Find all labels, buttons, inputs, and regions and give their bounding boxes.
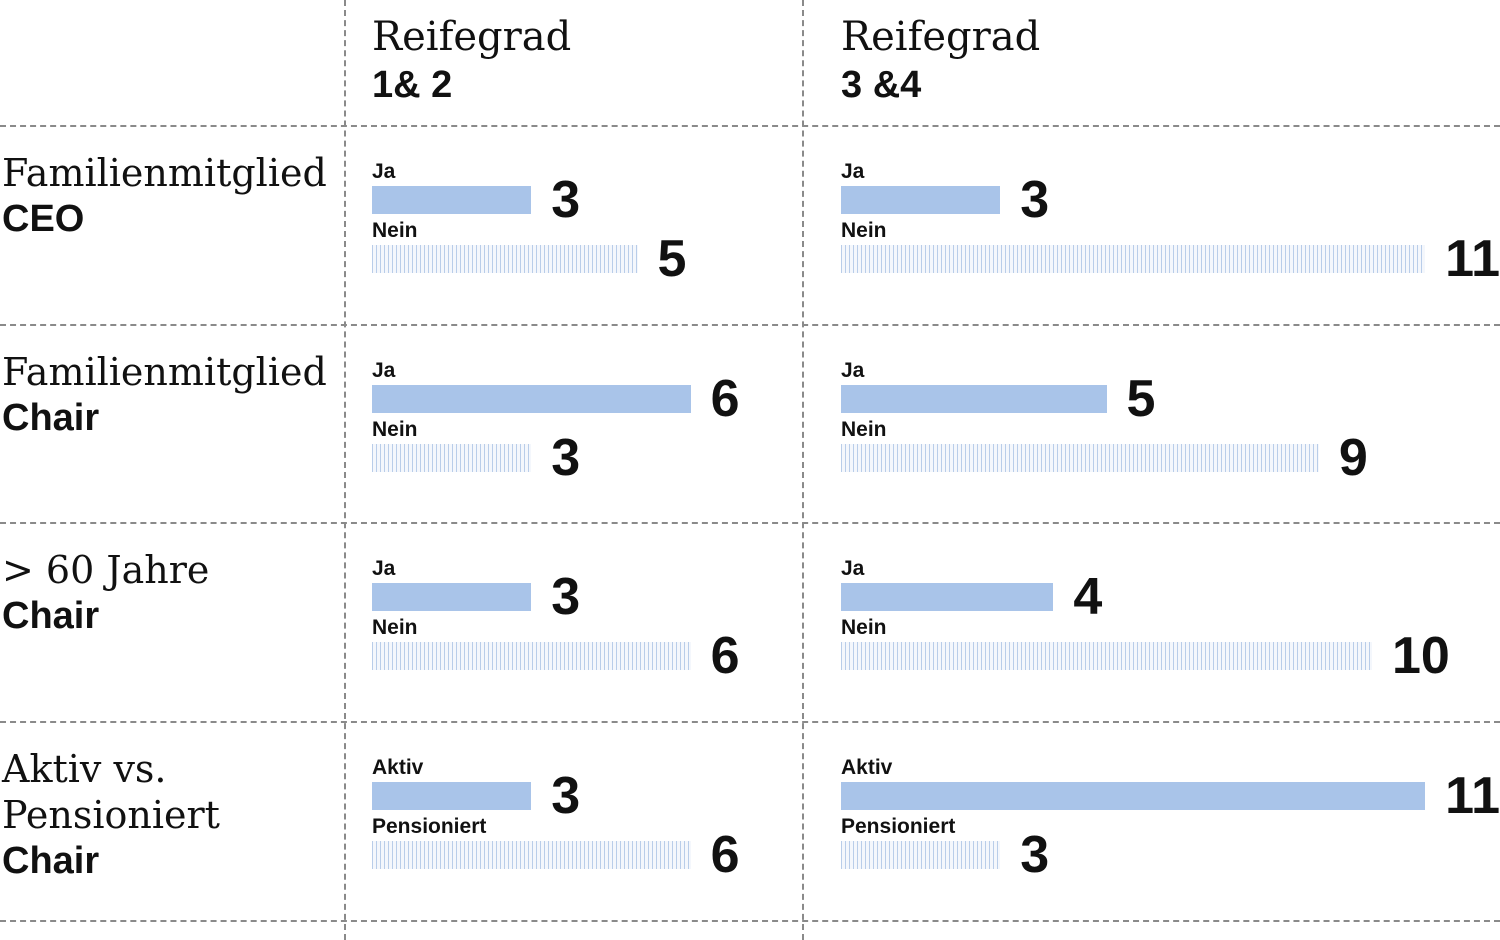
bar-category-label: Pensioniert — [372, 815, 487, 838]
bar-value-label: 9 — [1338, 429, 1368, 487]
column-header-level: 1& 2 — [372, 64, 453, 106]
row-label: > 60 Jahre Chair — [2, 547, 332, 639]
bar-category-label: Ja — [841, 359, 865, 382]
bar-category-label: Pensioniert — [841, 815, 956, 838]
bar-hatched — [372, 841, 691, 869]
row-label-serif: Familienmitglied — [2, 350, 327, 394]
bar-solid — [841, 782, 1426, 810]
bar-value-label: 6 — [710, 826, 740, 884]
column-header-level: 3 &4 — [841, 64, 922, 106]
bar-value-label: 3 — [551, 767, 581, 825]
bar-hatched — [841, 841, 1001, 869]
column-header: Reifegrad 3 &4 — [841, 12, 1040, 108]
row-label-serif: > 60 Jahre — [2, 548, 210, 592]
bar-hatched — [372, 444, 532, 472]
column-divider — [802, 0, 804, 940]
row-label-bold: Chair — [2, 840, 100, 882]
bar-category-label: Nein — [372, 219, 418, 242]
bar-category-label: Ja — [841, 557, 865, 580]
row-label: Aktiv vs. Pensioniert Chair — [2, 746, 332, 884]
bar-solid — [372, 186, 532, 214]
row-divider — [0, 324, 1500, 326]
bar-hatched — [841, 444, 1319, 472]
bar-value-label: 4 — [1073, 568, 1103, 626]
bar-solid — [841, 583, 1054, 611]
bar-hatched — [372, 245, 638, 273]
bar-value-label: 6 — [710, 627, 740, 685]
bar-value-label: 3 — [551, 568, 581, 626]
bar-hatched — [372, 642, 691, 670]
bar-value-label: 3 — [551, 429, 581, 487]
bar-category-label: Ja — [372, 359, 396, 382]
column-divider — [344, 0, 346, 940]
bar-category-label: Ja — [372, 557, 396, 580]
bar-value-label: 11 — [1445, 230, 1500, 288]
row-label-serif: Aktiv vs. Pensioniert — [2, 747, 220, 837]
bar-value-label: 11 — [1445, 767, 1500, 825]
bar-value-label: 10 — [1392, 627, 1450, 685]
bar-value-label: 3 — [1020, 826, 1050, 884]
bar-solid — [841, 186, 1001, 214]
bar-hatched — [841, 245, 1426, 273]
column-header: Reifegrad 1& 2 — [372, 12, 571, 108]
bar-value-label: 5 — [1126, 370, 1156, 428]
row-divider — [0, 125, 1500, 127]
row-label: Familienmitglied Chair — [2, 349, 332, 441]
row-divider — [0, 920, 1500, 922]
bar-category-label: Ja — [372, 160, 396, 183]
bar-category-label: Aktiv — [372, 756, 424, 779]
row-label-bold: CEO — [2, 198, 85, 240]
row-label-bold: Chair — [2, 595, 100, 637]
bar-category-label: Nein — [841, 219, 887, 242]
bar-category-label: Nein — [841, 418, 887, 441]
column-header-title: Reifegrad — [841, 14, 1041, 60]
row-divider — [0, 721, 1500, 723]
bar-category-label: Nein — [841, 616, 887, 639]
column-header-title: Reifegrad — [372, 14, 572, 60]
bar-solid — [372, 782, 532, 810]
row-divider — [0, 522, 1500, 524]
row-label-bold: Chair — [2, 397, 100, 439]
bar-solid — [841, 385, 1107, 413]
bar-category-label: Nein — [372, 616, 418, 639]
bar-category-label: Ja — [841, 160, 865, 183]
bar-category-label: Aktiv — [841, 756, 893, 779]
bar-solid — [372, 385, 691, 413]
row-label: Familienmitglied CEO — [2, 150, 332, 242]
bar-value-label: 3 — [551, 171, 581, 229]
bar-value-label: 3 — [1020, 171, 1050, 229]
bar-value-label: 6 — [710, 370, 740, 428]
bar-hatched — [841, 642, 1372, 670]
row-label-serif: Familienmitglied — [2, 151, 327, 195]
bar-value-label: 5 — [657, 230, 687, 288]
bar-category-label: Nein — [372, 418, 418, 441]
bar-solid — [372, 583, 532, 611]
